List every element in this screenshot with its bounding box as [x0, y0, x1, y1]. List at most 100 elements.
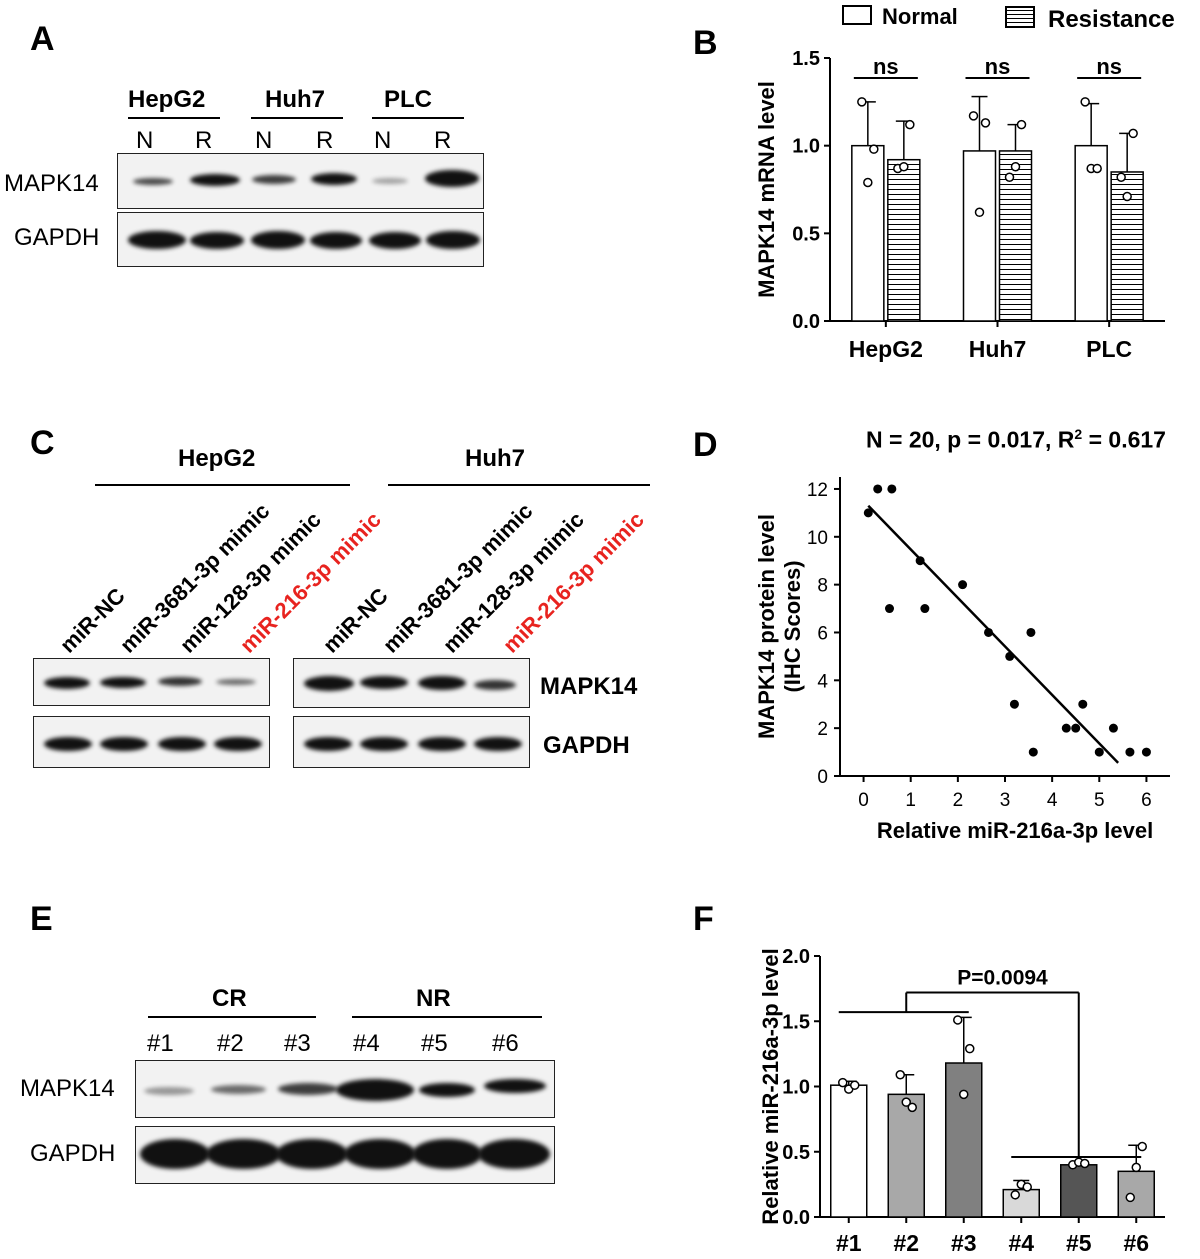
y-tick-label: 0.0 — [782, 1207, 810, 1229]
data-point — [1125, 747, 1135, 757]
x-tick-label: #4 — [1008, 1230, 1034, 1256]
lane-label: N — [136, 127, 154, 154]
group-line-huh7-c — [388, 484, 650, 486]
data-point — [905, 119, 915, 130]
panel-label-e: E — [30, 900, 53, 938]
x-tick-label: PLC — [1086, 336, 1132, 362]
data-point — [968, 111, 979, 121]
y-tick-label: 6 — [817, 623, 828, 644]
lane-label-e: #3 — [284, 1030, 311, 1057]
x-tick-label: 2 — [953, 790, 964, 811]
fit-line — [867, 504, 1120, 764]
y-tick-label: 8 — [817, 576, 828, 597]
bar — [1074, 144, 1108, 322]
blot-mapk14-c-left — [33, 658, 270, 706]
data-point — [1122, 191, 1132, 202]
bar — [945, 1062, 983, 1218]
lane-label-c: miR-NC — [318, 582, 393, 658]
sig-label: ns — [1096, 54, 1122, 79]
data-point — [1080, 1158, 1090, 1169]
blot-gapdh-c-right — [293, 716, 530, 768]
panel-label-b: B — [693, 24, 718, 62]
data-point — [1022, 1182, 1032, 1192]
sig-label: ns — [985, 54, 1011, 79]
y-tick-label: 10 — [807, 528, 828, 549]
data-point — [1009, 699, 1019, 709]
bar — [887, 1093, 925, 1218]
panel-label-f: F — [693, 900, 714, 938]
data-point — [1116, 172, 1126, 182]
data-point — [1108, 723, 1118, 733]
data-point — [887, 484, 897, 494]
data-point — [1141, 747, 1151, 757]
data-point — [885, 604, 894, 614]
lane-label: R — [434, 127, 452, 154]
row-label-mapk14-c: MAPK14 — [540, 673, 638, 700]
lane-label-e: #4 — [353, 1030, 380, 1057]
row-label-gapdh-c: GAPDH — [543, 732, 630, 759]
data-point — [1028, 747, 1038, 757]
data-point — [1094, 747, 1104, 757]
x-tick-label: 4 — [1047, 790, 1058, 811]
group-line-hepg2 — [128, 117, 220, 119]
panel-label-a: A — [30, 20, 55, 58]
data-point — [974, 207, 985, 218]
lane-label-e: #6 — [492, 1030, 519, 1057]
data-point — [1010, 1190, 1020, 1200]
blot-mapk14-e — [135, 1060, 555, 1118]
bar — [851, 144, 885, 322]
data-point — [1137, 1141, 1147, 1152]
group-label-hepg2: HepG2 — [128, 86, 206, 113]
data-point — [1131, 1162, 1141, 1173]
data-point — [1128, 128, 1138, 139]
x-tick-label: 1 — [905, 790, 916, 811]
sig-label: ns — [873, 54, 899, 79]
x-tick-label: 5 — [1094, 790, 1105, 811]
lane-label: N — [255, 127, 273, 154]
y-tick-label: 0.5 — [792, 223, 820, 245]
legend-resistance-swatch — [1005, 6, 1035, 28]
x-tick-label: Huh7 — [969, 336, 1027, 362]
data-point — [959, 1089, 969, 1100]
x-tick-label: 0 — [858, 790, 869, 811]
data-point — [980, 118, 991, 128]
x-tick-label: #5 — [1066, 1230, 1092, 1256]
x-axis-label: Relative miR-216a-3p level — [877, 818, 1153, 843]
y-tick-label: 4 — [817, 671, 828, 692]
data-point — [857, 97, 867, 107]
data-point — [863, 177, 873, 188]
lane-label-e: #5 — [421, 1030, 448, 1057]
group-label-cr: CR — [212, 985, 247, 1012]
data-point — [1078, 699, 1088, 709]
lane-label: R — [316, 127, 334, 154]
row-label-mapk14-e: MAPK14 — [20, 1075, 115, 1102]
lane-label-c: miR-NC — [55, 582, 130, 658]
group-label-huh7: Huh7 — [265, 86, 325, 113]
blot-gapdh-c-left — [33, 716, 270, 768]
lane-label: R — [195, 127, 213, 154]
legend-resistance-label: Resistance — [1048, 6, 1175, 33]
p-value-label: P=0.0094 — [957, 967, 1048, 990]
row-label-mapk14: MAPK14 — [4, 170, 99, 197]
group-line-nr — [352, 1016, 542, 1018]
row-label-gapdh-e: GAPDH — [30, 1140, 116, 1167]
bar — [830, 1084, 868, 1218]
x-tick-label: #3 — [951, 1230, 977, 1256]
data-point — [920, 604, 930, 614]
data-point — [953, 1015, 963, 1025]
data-point — [1004, 172, 1015, 182]
legend-normal-swatch — [842, 5, 872, 25]
y-axis-label: Relative miR-216a-3p level — [758, 948, 783, 1224]
group-line-cr — [148, 1016, 316, 1018]
data-point — [907, 1102, 917, 1113]
chart-b: 0.0 0.5 1.0 1.5 MAPK14 mRNA level HepG2 ns Huh7… — [754, 48, 1165, 362]
bar — [887, 158, 921, 322]
data-point — [965, 1043, 975, 1054]
group-line-hepg2-c — [95, 484, 350, 486]
y-tick-label: 1.0 — [792, 136, 820, 158]
blot-gapdh-a — [117, 212, 484, 267]
y-axis-label-2: (IHC Scores) — [780, 560, 805, 692]
y-tick-label: 0.0 — [792, 311, 820, 333]
data-point — [1080, 97, 1090, 107]
